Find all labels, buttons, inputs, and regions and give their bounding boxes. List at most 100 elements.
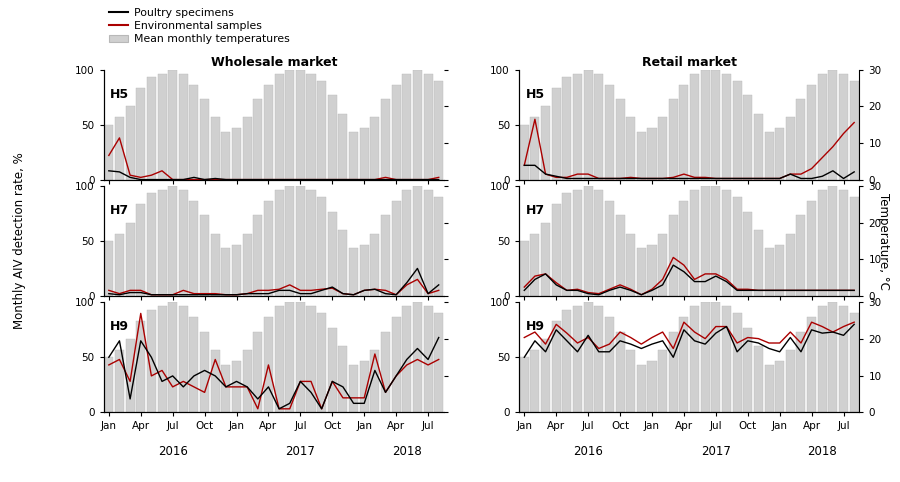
Bar xyxy=(370,118,380,180)
Bar xyxy=(690,74,699,180)
Bar xyxy=(583,302,593,412)
Bar xyxy=(605,317,614,412)
Bar xyxy=(711,186,720,296)
Bar xyxy=(349,364,358,412)
Bar xyxy=(754,346,763,412)
Bar xyxy=(669,99,678,180)
Bar xyxy=(520,241,529,296)
Bar xyxy=(179,306,188,412)
Bar xyxy=(530,118,539,180)
Bar xyxy=(658,118,667,180)
Bar xyxy=(637,132,646,180)
Bar xyxy=(743,328,752,412)
Bar xyxy=(328,95,337,180)
Bar xyxy=(413,302,422,412)
Bar xyxy=(285,70,294,180)
Bar xyxy=(733,313,742,412)
Bar xyxy=(147,193,156,296)
Text: H9: H9 xyxy=(111,320,130,333)
Bar xyxy=(104,241,113,296)
Bar xyxy=(424,190,433,296)
Bar xyxy=(743,212,752,296)
Bar xyxy=(647,361,656,412)
Bar xyxy=(520,125,529,180)
Bar xyxy=(285,186,294,296)
Bar xyxy=(115,118,124,180)
Bar xyxy=(158,74,166,180)
Bar xyxy=(658,350,667,412)
Bar xyxy=(690,306,699,412)
Bar xyxy=(541,223,550,296)
Bar xyxy=(221,248,230,296)
Bar xyxy=(189,201,199,296)
Bar xyxy=(338,114,347,180)
Bar xyxy=(360,128,369,180)
Bar xyxy=(626,234,635,296)
Bar xyxy=(381,99,390,180)
Bar xyxy=(818,306,827,412)
Bar xyxy=(115,350,124,412)
Bar xyxy=(647,128,656,180)
Bar xyxy=(392,84,400,180)
Bar xyxy=(264,317,273,412)
Bar xyxy=(786,234,795,296)
Bar xyxy=(168,302,177,412)
Text: 2017: 2017 xyxy=(285,445,315,458)
Bar xyxy=(796,99,806,180)
Bar xyxy=(722,306,731,412)
Bar xyxy=(221,132,230,180)
Bar xyxy=(807,84,816,180)
Text: H7: H7 xyxy=(526,204,544,217)
Bar xyxy=(818,190,827,296)
Bar xyxy=(413,186,422,296)
Bar xyxy=(200,215,209,296)
Bar xyxy=(381,215,390,296)
Title: Wholesale market: Wholesale market xyxy=(211,56,337,69)
Bar xyxy=(158,306,166,412)
Bar xyxy=(200,332,209,412)
Bar xyxy=(200,99,209,180)
Bar xyxy=(775,361,784,412)
Bar xyxy=(701,70,710,180)
Bar xyxy=(147,77,156,180)
Bar xyxy=(381,332,390,412)
Text: H7: H7 xyxy=(111,204,130,217)
Bar xyxy=(126,107,135,180)
Bar xyxy=(807,201,816,296)
Bar xyxy=(616,99,625,180)
Bar xyxy=(850,313,859,412)
Bar xyxy=(434,197,443,296)
Bar xyxy=(402,74,411,180)
Bar xyxy=(701,302,710,412)
Bar xyxy=(573,190,582,296)
Bar xyxy=(285,302,294,412)
Bar xyxy=(680,84,688,180)
Bar xyxy=(360,361,369,412)
Bar xyxy=(786,350,795,412)
Bar xyxy=(104,125,113,180)
Bar xyxy=(711,302,720,412)
Bar xyxy=(541,339,550,412)
Bar xyxy=(328,328,337,412)
Bar xyxy=(307,306,316,412)
Bar xyxy=(317,81,326,180)
Bar xyxy=(552,88,561,180)
Bar xyxy=(402,306,411,412)
Bar xyxy=(189,317,199,412)
Bar xyxy=(520,357,529,412)
Text: 2018: 2018 xyxy=(392,445,422,458)
Bar xyxy=(232,128,241,180)
Bar xyxy=(264,201,273,296)
Bar xyxy=(616,215,625,296)
Bar xyxy=(307,74,316,180)
Bar xyxy=(680,317,688,412)
Bar xyxy=(764,248,774,296)
Bar xyxy=(126,339,135,412)
Bar xyxy=(637,364,646,412)
Bar xyxy=(669,215,678,296)
Bar xyxy=(796,332,806,412)
Bar xyxy=(392,317,400,412)
Text: 2017: 2017 xyxy=(701,445,731,458)
Bar xyxy=(701,186,710,296)
Bar xyxy=(552,204,561,296)
